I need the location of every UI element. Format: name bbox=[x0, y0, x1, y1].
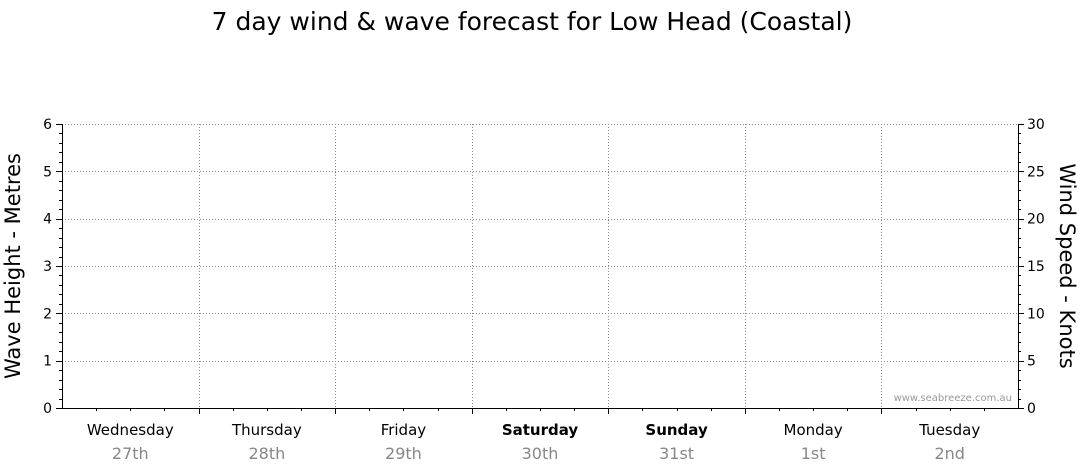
day-name-label: Thursday bbox=[231, 421, 302, 439]
day-name-label: Wednesday bbox=[87, 421, 174, 439]
left-tick-label: 5 bbox=[43, 164, 52, 180]
right-tick-label: 20 bbox=[1027, 212, 1045, 228]
right-tick-label: 15 bbox=[1027, 259, 1045, 275]
day-name-label: Saturday bbox=[502, 421, 579, 439]
day-date-label: 29th bbox=[385, 444, 422, 463]
right-tick-label: 25 bbox=[1027, 164, 1045, 180]
day-name-label: Sunday bbox=[645, 421, 708, 439]
axes bbox=[56, 124, 1024, 414]
grid-lines bbox=[62, 124, 1018, 408]
right-tick-label: 5 bbox=[1027, 354, 1036, 370]
left-axis-label: Wave Height - Metres bbox=[1, 153, 25, 379]
day-date-label: 2nd bbox=[934, 444, 964, 463]
right-tick-label: 0 bbox=[1027, 401, 1036, 417]
day-date-label: 30th bbox=[522, 444, 559, 463]
right-axis-label: Wind Speed - Knots bbox=[1055, 163, 1079, 368]
left-tick-label: 2 bbox=[43, 306, 52, 322]
day-date-label: 31st bbox=[659, 444, 694, 463]
day-date-label: 28th bbox=[248, 444, 285, 463]
watermark-text: www.seabreeze.com.au bbox=[894, 393, 1012, 404]
day-labels: Wednesday 27th Thursday 28th Friday 29th Satur… bbox=[87, 421, 980, 463]
day-name-label: Tuesday bbox=[918, 421, 980, 439]
right-tick-label: 10 bbox=[1027, 306, 1045, 322]
right-tick-label: 30 bbox=[1027, 117, 1045, 133]
left-tick-label: 4 bbox=[43, 212, 52, 228]
left-tick-label: 3 bbox=[43, 259, 52, 275]
day-date-label: 1st bbox=[801, 444, 826, 463]
left-tick-label: 6 bbox=[43, 117, 52, 133]
day-name-label: Friday bbox=[381, 421, 427, 439]
left-tick-label: 1 bbox=[43, 354, 52, 370]
day-name-label: Monday bbox=[784, 421, 843, 439]
tick-labels: 0 1 2 3 4 5 6 0 5 10 15 20 25 30 bbox=[43, 117, 1045, 417]
day-date-label: 27th bbox=[112, 444, 149, 463]
chart-title: 7 day wind & wave forecast for Low Head … bbox=[212, 7, 853, 36]
left-tick-label: 0 bbox=[43, 401, 52, 417]
